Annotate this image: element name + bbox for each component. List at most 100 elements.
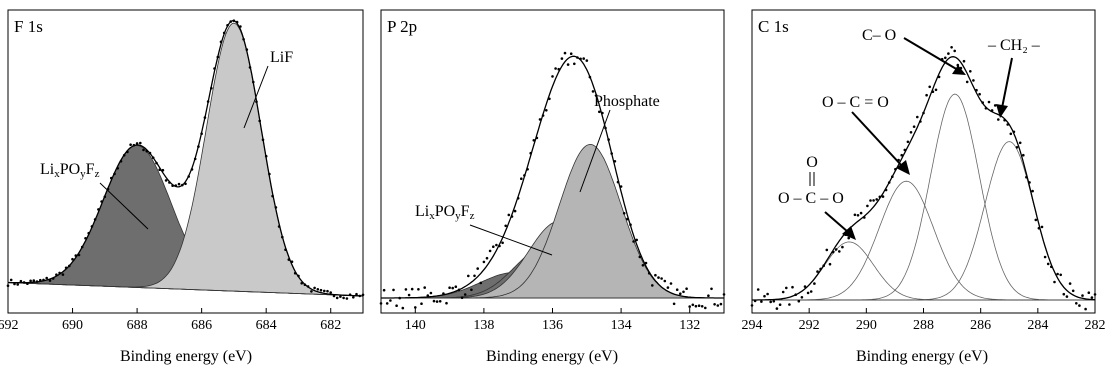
data-point [132, 143, 136, 147]
data-point [74, 254, 78, 257]
data-point [1012, 130, 1016, 134]
data-point [348, 293, 352, 297]
data-point [657, 276, 660, 279]
data-point [420, 302, 423, 306]
data-point [229, 20, 232, 23]
annotation-label-phosphate: Phosphate [594, 93, 660, 110]
data-point [19, 279, 23, 283]
data-point [1037, 226, 1041, 230]
data-point [607, 138, 610, 141]
data-point [660, 277, 663, 280]
data-point [1053, 280, 1056, 284]
data-point [613, 160, 617, 163]
x-tick-label: 134 [611, 318, 632, 333]
peak-component [752, 141, 1096, 301]
data-point [438, 300, 442, 303]
data-point [704, 306, 707, 310]
data-point [822, 264, 825, 268]
data-point [22, 281, 26, 284]
data-point [1087, 291, 1091, 295]
data-point [158, 168, 161, 171]
data-point [77, 253, 81, 257]
data-point [206, 100, 210, 103]
data-point [445, 301, 448, 305]
data-point [813, 282, 816, 285]
data-point [26, 282, 29, 286]
data-point [55, 273, 58, 277]
data-point [451, 286, 455, 290]
data-point [863, 216, 866, 219]
data-point [803, 285, 807, 288]
data-point [113, 172, 116, 176]
data-point [164, 179, 168, 182]
data-point [382, 288, 386, 292]
x-tick-label: 286 [970, 318, 991, 333]
x-tick-label: 294 [742, 318, 763, 333]
data-point [45, 276, 48, 280]
data-point [277, 225, 281, 228]
data-point [1056, 272, 1059, 276]
data-point [541, 114, 545, 117]
data-point [379, 302, 383, 305]
data-point [1006, 123, 1009, 126]
annotation-label-carbonate-top: O [806, 154, 818, 171]
data-point [232, 19, 236, 23]
annotation-label-lixpoyfz: LixPOyFz [415, 203, 475, 222]
data-point [635, 238, 638, 242]
data-point [495, 243, 498, 247]
data-point [435, 300, 439, 303]
data-point [426, 294, 430, 297]
data-point [13, 282, 16, 286]
data-point [993, 104, 997, 107]
data-point [788, 303, 791, 306]
peak-component [752, 241, 1095, 301]
data-point [987, 100, 991, 104]
data-point [644, 261, 648, 265]
data-point [666, 286, 670, 289]
data-point [700, 305, 704, 308]
x-tick-label: 132 [679, 318, 700, 333]
x-tick-label: 284 [1027, 318, 1048, 333]
data-point [417, 288, 420, 291]
annotation-arrow [243, 65, 269, 129]
data-point [135, 142, 139, 145]
data-point [142, 148, 145, 152]
data-point [1009, 132, 1013, 136]
data-point [1031, 189, 1034, 193]
data-point [775, 307, 779, 310]
data-point [685, 287, 688, 291]
x-tick-label: 140 [405, 318, 426, 333]
annotation-arrow [851, 111, 903, 167]
data-point [622, 212, 626, 215]
data-point [969, 70, 972, 73]
data-point [293, 271, 297, 275]
data-point [197, 145, 200, 148]
x-tick-label: 684 [256, 318, 277, 333]
data-point [713, 303, 716, 306]
data-point [619, 185, 623, 188]
data-point [145, 149, 149, 153]
data-point [632, 240, 635, 243]
data-point [248, 66, 252, 69]
data-point [931, 90, 935, 93]
data-point [847, 236, 850, 240]
x-tick-label: 692 [0, 318, 19, 333]
data-point [545, 109, 548, 112]
data-point [978, 92, 981, 96]
data-point [339, 295, 342, 298]
data-point [252, 80, 255, 84]
envelope-fit [381, 55, 724, 299]
data-point [326, 289, 329, 293]
data-point [981, 101, 984, 104]
data-point [398, 296, 402, 300]
data-point [916, 115, 919, 119]
data-point [71, 257, 74, 261]
data-point [934, 88, 938, 92]
data-point [529, 151, 532, 155]
data-point [1018, 141, 1022, 145]
data-point [975, 88, 978, 92]
data-point [560, 57, 564, 60]
data-point [274, 206, 278, 209]
data-point [756, 288, 760, 291]
